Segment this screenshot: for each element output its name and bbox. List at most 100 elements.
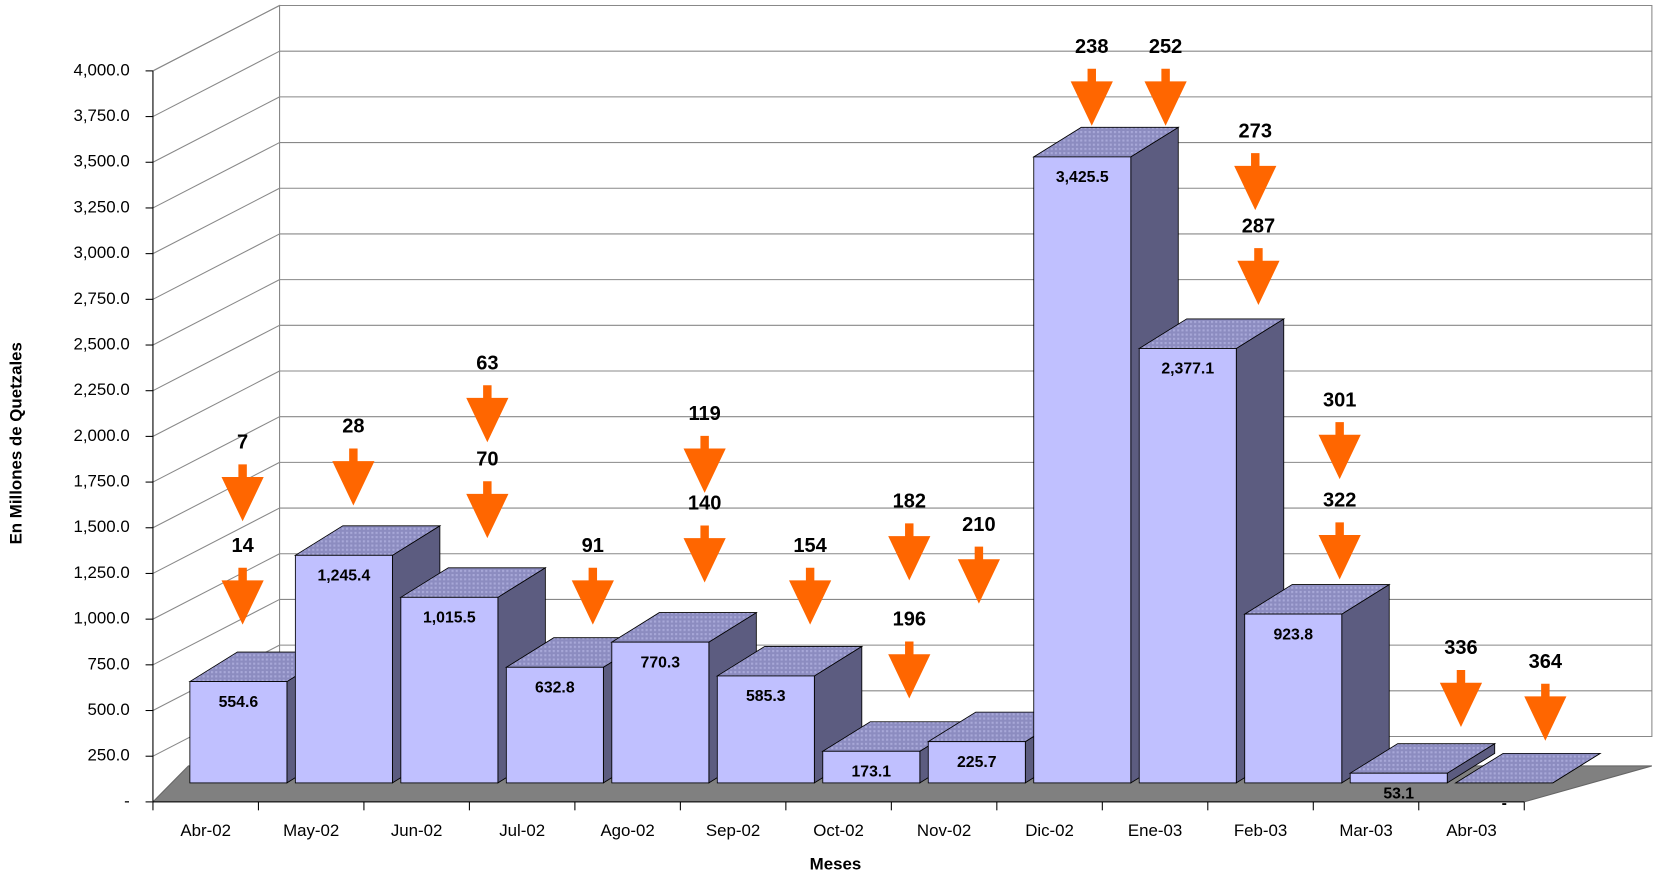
- bar: [1138, 348, 1237, 784]
- y-tick-label: 3,750.0: [73, 106, 129, 125]
- y-tick-label: 3,250.0: [73, 197, 129, 216]
- annotation-arrow: [1237, 248, 1280, 306]
- x-tick-label: Ene-03: [1128, 821, 1182, 840]
- annotation-label: 238: [1075, 36, 1108, 58]
- bar: [1033, 156, 1132, 784]
- x-tick-label: May-02: [283, 821, 339, 840]
- bar: [611, 641, 710, 784]
- annotation-arrow: [466, 481, 509, 539]
- annotation-arrow: [466, 385, 509, 443]
- grid-line: [152, 553, 280, 620]
- grid-line: [152, 370, 280, 437]
- value-label: 225.7: [957, 754, 997, 771]
- annotation-label: 7: [237, 432, 248, 454]
- annotation-label: 273: [1239, 120, 1272, 142]
- y-tick-label: 750.0: [88, 654, 130, 673]
- x-tick-label: Dic-02: [1025, 821, 1074, 840]
- x-tick-label: Mar-03: [1339, 821, 1392, 840]
- annotation-label: 91: [582, 535, 604, 557]
- y-tick-label: 1,750.0: [73, 472, 129, 491]
- annotation-arrow: [1144, 68, 1187, 126]
- annotation-arrow: [1070, 68, 1113, 126]
- annotation-arrow: [888, 641, 931, 699]
- grid-line: [152, 461, 280, 529]
- annotation-arrow: [1439, 670, 1483, 728]
- value-label: 923.8: [1273, 626, 1313, 643]
- annotation-label: 322: [1323, 490, 1356, 512]
- value-label: -: [1502, 795, 1507, 812]
- bar: [716, 675, 815, 784]
- annotation-label: 336: [1444, 637, 1477, 659]
- annotation-arrow: [957, 546, 1000, 604]
- grid-line: [152, 416, 280, 483]
- grid-line: [152, 324, 280, 392]
- x-tick-label: Jul-02: [499, 821, 545, 840]
- x-tick-label: Feb-03: [1234, 821, 1287, 840]
- grid-line: [152, 507, 280, 574]
- value-label: 173.1: [852, 764, 892, 781]
- x-tick-label: Jun-02: [391, 821, 443, 840]
- value-label: 770.3: [641, 654, 681, 671]
- x-tick-label: Oct-02: [813, 821, 864, 840]
- annotation-label: 154: [793, 535, 827, 557]
- x-tick-label: Abr-02: [180, 821, 231, 840]
- value-label: 1,245.4: [317, 568, 370, 585]
- annotation-arrow: [683, 525, 726, 583]
- grid-line: [152, 5, 280, 72]
- annotation-label: 252: [1149, 36, 1182, 58]
- y-tick-label: 3,000.0: [73, 243, 129, 262]
- x-axis-title: Meses: [810, 855, 862, 874]
- bar: [822, 750, 921, 784]
- annotation-label: 119: [688, 403, 720, 425]
- value-label: 585.3: [746, 688, 786, 705]
- annotation-label: 301: [1323, 389, 1356, 411]
- grid-line: [152, 233, 280, 300]
- annotation-label: 28: [342, 416, 364, 438]
- annotation-label: 287: [1242, 215, 1275, 237]
- y-tick-label: 1,250.0: [73, 563, 129, 582]
- annotation-arrow: [1318, 522, 1361, 580]
- annotation-label: 182: [893, 491, 926, 513]
- annotation-arrow: [221, 464, 264, 522]
- grid-line: [152, 187, 280, 255]
- annotation-arrow: [332, 448, 375, 506]
- value-label: 554.6: [219, 694, 259, 711]
- y-tick-label: 1,500.0: [73, 517, 129, 536]
- bar: [189, 681, 288, 784]
- bar: [1349, 772, 1448, 784]
- value-label: 2,377.1: [1161, 361, 1214, 378]
- annotation-label: 14: [231, 535, 254, 557]
- bar: [1244, 613, 1343, 784]
- bar: [400, 596, 499, 784]
- bar: [927, 741, 1026, 784]
- bar: [294, 554, 393, 784]
- y-tick-label: 500.0: [88, 700, 130, 719]
- y-tick-label: 3,500.0: [73, 152, 129, 171]
- annotation-arrow: [571, 567, 614, 625]
- annotation-arrow: [683, 435, 726, 493]
- y-axis-title: En Millones de Quetzales: [6, 342, 25, 544]
- annotation-arrow: [1234, 153, 1277, 211]
- grid-line: [152, 142, 280, 209]
- grid-line: [152, 50, 280, 118]
- annotation-label: 196: [893, 609, 926, 631]
- annotation-label: 210: [962, 514, 995, 536]
- y-tick-label: 2,750.0: [73, 289, 129, 308]
- annotation-arrow: [888, 523, 931, 581]
- x-tick-label: Sep-02: [706, 821, 760, 840]
- y-tick-label: 2,500.0: [73, 334, 129, 353]
- annotation-arrow: [1524, 683, 1567, 741]
- annotation-arrow: [221, 567, 264, 625]
- annotation-arrow: [1318, 422, 1361, 480]
- y-tick-label: 1,000.0: [73, 609, 129, 628]
- y-tick-label: 250.0: [88, 746, 130, 765]
- grid-line: [152, 279, 280, 346]
- value-label: 1,015.5: [423, 610, 476, 627]
- annotation-label: 364: [1529, 651, 1563, 673]
- y-tick-label: 2,250.0: [73, 380, 129, 399]
- value-label: 632.8: [535, 680, 575, 697]
- grid-line: [152, 598, 280, 666]
- bar-top: [1454, 752, 1602, 784]
- x-tick-label: Ago-02: [600, 821, 654, 840]
